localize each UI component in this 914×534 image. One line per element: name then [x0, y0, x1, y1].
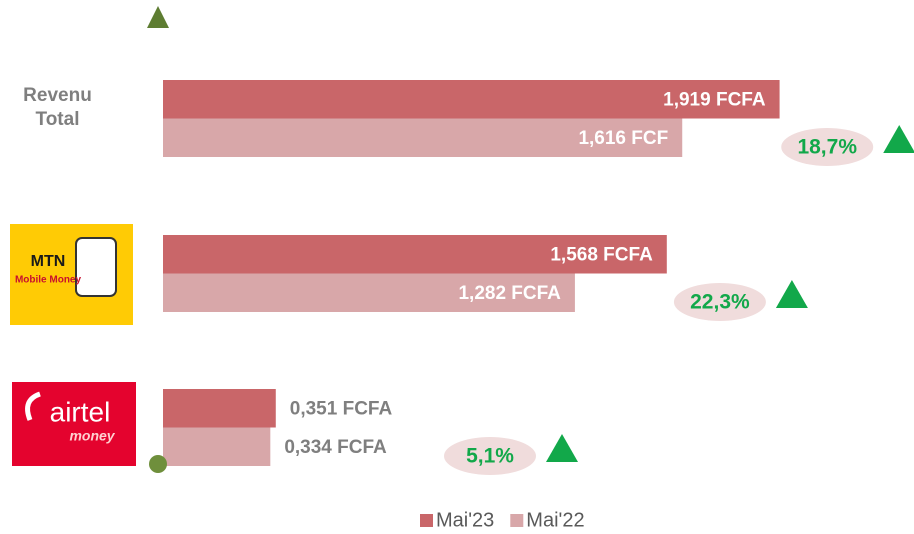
bar: [163, 235, 667, 274]
bar: [163, 427, 271, 466]
category-label: Revenu Total: [23, 85, 92, 130]
growth-label: 5,1%: [466, 445, 514, 468]
data-label: 1,568 FCFA: [550, 244, 653, 265]
data-label: 1,616 FCF: [578, 128, 668, 149]
data-label: 1,282 FCFA: [458, 283, 561, 304]
bar: [163, 118, 683, 157]
growth-pill: [673, 283, 766, 321]
growth-arrow: [775, 280, 808, 308]
legend-swatch: [420, 514, 433, 527]
category-label: airtel: [50, 396, 111, 427]
bar: [163, 273, 575, 312]
growth-arrow: [883, 125, 914, 153]
growth-pill: [444, 437, 536, 475]
bar: [163, 389, 276, 428]
axis-arrowhead: [147, 6, 169, 28]
legend-label: Mai'22: [526, 509, 584, 531]
category-label: MTN: [31, 253, 66, 270]
phone-icon: [75, 237, 117, 297]
legend-label: Mai'23: [436, 509, 494, 531]
axis-dot: [149, 455, 167, 473]
data-label: 1,919 FCFA: [663, 89, 766, 110]
growth-label: 22,3%: [690, 291, 750, 314]
legend-swatch: [510, 514, 524, 527]
airtel-swoosh: [25, 391, 41, 421]
growth-pill: [781, 128, 874, 166]
growth-arrow: [546, 434, 578, 462]
growth-label: 18,7%: [797, 136, 857, 159]
category-sublabel: money: [69, 428, 115, 444]
data-label: 0,351 FCFA: [290, 398, 393, 419]
bar: [163, 80, 780, 119]
data-label: 0,334 FCFA: [284, 437, 387, 458]
category-sublabel: Mobile Money: [15, 275, 82, 286]
